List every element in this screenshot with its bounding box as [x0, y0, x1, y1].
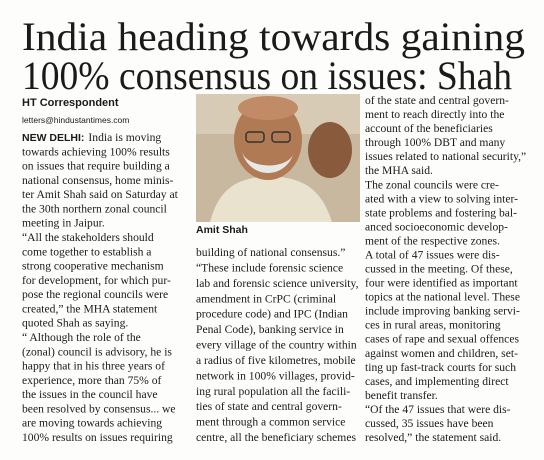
body-line: been resolved by consensus... we: [22, 402, 176, 415]
body-line: the MHA said.: [365, 164, 433, 177]
body-line: through 100% DBT and many: [365, 136, 505, 149]
body-line: “All the stakeholders should: [22, 231, 154, 244]
body-line: network in 100% villages, provid-: [196, 369, 355, 382]
body-line: towards achieving 100% results: [22, 145, 170, 158]
body-line: amendment in CrPC (criminal: [196, 292, 336, 305]
body-line: lab and forensic science university,: [196, 277, 359, 290]
body-line: cases of rape and sexual offences: [365, 333, 519, 346]
body-line: ties of state and central govern-: [196, 400, 342, 413]
body-line: Penal Code), banking service in: [196, 323, 344, 336]
body-line: every village of the country within: [196, 339, 357, 352]
headline-line: India heading towards gaining: [22, 14, 525, 59]
body-line: experience, more than 75% of: [22, 374, 162, 387]
body-line: benefit transfer.: [365, 389, 438, 402]
body-line: ment through a common service: [196, 416, 345, 429]
body-line: meeting in Jaipur.: [22, 217, 105, 230]
body-line: anced socioeconomic develop-: [365, 220, 508, 233]
body-line: quoted Shah as saying.: [22, 317, 128, 330]
body-line: a radius of five kilometres, mobile: [196, 354, 356, 367]
body-line: ment of the respective zones.: [365, 234, 500, 247]
body-line: building of national consensus.”: [196, 246, 345, 259]
photo-beard: [242, 152, 294, 173]
body-line: happy that in his three years of: [22, 360, 165, 373]
photo-shirt: [210, 176, 332, 222]
photo-caption: Amit Shah: [196, 224, 248, 236]
body-line: 100% results on issues requiring: [22, 431, 173, 444]
body-line: The zonal councils were cre-: [365, 178, 499, 191]
body-line: the issues in the council have: [22, 388, 158, 401]
body-line: topics at the national level. These: [365, 291, 520, 304]
body-line: (zonal) council is advisory, he is: [22, 345, 172, 358]
body-line: A total of 47 issues were dis-: [365, 248, 500, 261]
byline-author: HT Correspondent: [22, 97, 119, 109]
body-line: include improving banking servi-: [365, 305, 520, 318]
headline-line: 100% consensus on issues: Shah: [22, 53, 512, 98]
body-line: procedure code) and IPC (Indian: [196, 308, 348, 321]
body-line: centre, all the beneficiary schemes: [196, 431, 356, 444]
body-line: ter Amit Shah said on Saturday at: [22, 188, 179, 201]
body-line: NEW DELHI: India is moving: [22, 131, 161, 144]
body-line: “These include forensic science: [196, 261, 343, 274]
photo-glasses: [245, 131, 265, 143]
body-line: account of the beneficiaries: [365, 122, 493, 135]
body-line: resolved,” the statement said.: [365, 431, 501, 444]
body-line: ces in rural areas, monitoring: [365, 319, 501, 332]
photo-figure: [308, 122, 352, 178]
body-line: ated with a view to solving inter-: [365, 192, 518, 205]
body-line: pose the regional councils were: [22, 288, 168, 301]
body-line: are moving towards achieving: [22, 417, 162, 430]
body-line: “Of the 47 issues that were dis-: [365, 403, 511, 416]
photo-face: [234, 100, 302, 180]
body-text: India is moving: [88, 131, 161, 144]
body-line: cussed in the meeting. Of these,: [365, 263, 513, 276]
body-line: “ Although the role of the: [22, 331, 141, 344]
body-line: national consensus, home minis-: [22, 174, 173, 187]
body-line: against women and children, set-: [365, 347, 518, 360]
body-line: state problems and fostering bal-: [365, 206, 517, 219]
body-line: for development, for which pur-: [22, 274, 171, 287]
body-line: cases, and implementing direct: [365, 375, 509, 388]
body-line: created,” the MHA statement: [22, 302, 158, 315]
body-line: come together to establish a: [22, 245, 151, 258]
body-line: cussed, 35 issues have been: [365, 417, 494, 430]
body-line: the 30th northern zonal council: [22, 202, 167, 215]
photo-glasses: [271, 131, 291, 143]
byline-email: letters@hindustantimes.com: [22, 115, 129, 125]
body-line: ment to reach directly into the: [365, 108, 504, 121]
photo: [196, 94, 360, 222]
body-line: four were identified as important: [365, 277, 518, 290]
photo-head: [238, 96, 298, 120]
body-line: ting up fast-track courts for such: [365, 361, 516, 374]
body-line: issues related to national security,”: [365, 150, 526, 163]
body-line: of the state and central govern-: [365, 94, 509, 107]
dateline: NEW DELHI:: [22, 132, 84, 144]
body-line: ing rural population all the facili-: [196, 385, 350, 398]
body-line: on issues that require building a: [22, 160, 170, 173]
body-line: strong cooperative mechanism: [22, 260, 164, 273]
